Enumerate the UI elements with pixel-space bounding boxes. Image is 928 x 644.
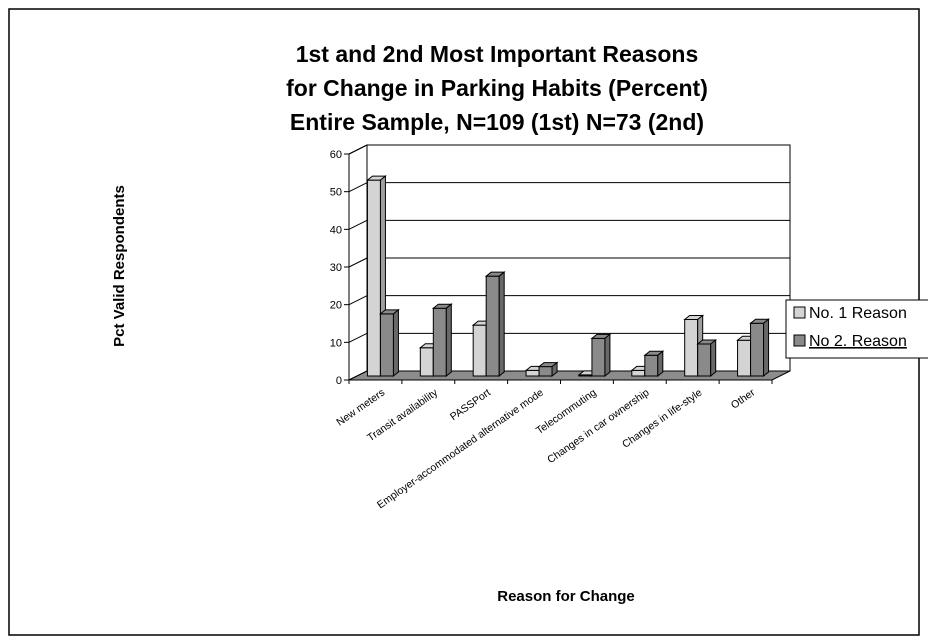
y-tick-label: 60	[330, 149, 342, 161]
bar-side-no2	[392, 308, 399, 378]
gridline-side	[348, 144, 368, 155]
chart-title-line-2: for Change in Parking Habits (Percent)	[286, 75, 708, 101]
legend-swatch-no1	[793, 306, 806, 319]
legend-box	[785, 299, 928, 359]
y-tick-label: 20	[330, 300, 342, 312]
bar-side-no2	[445, 303, 452, 378]
bar-front-no2	[750, 322, 765, 377]
gridline-side	[348, 295, 368, 306]
y-axis-title: Pct Valid Respondents	[111, 185, 128, 347]
bar-front-no1	[472, 324, 487, 377]
bar-side-no2	[710, 338, 717, 378]
gridline-side	[348, 182, 368, 193]
bar-side-no2	[763, 318, 770, 378]
y-tick-label: 40	[330, 224, 342, 236]
y-tick-label: 30	[330, 262, 342, 274]
bar-front-no2	[591, 337, 606, 377]
bar-front-no1	[737, 339, 752, 377]
bar-front-no2	[697, 343, 712, 377]
legend-label-no1: No. 1 Reason	[809, 305, 907, 322]
chart-title-line-3: Entire Sample, N=109 (1st) N=73 (2nd)	[290, 109, 704, 135]
bar-front-no1	[631, 369, 646, 377]
gridline-side	[348, 219, 368, 230]
bar-front-no1	[525, 369, 540, 377]
legend-swatch-no2	[793, 334, 806, 347]
gridline-side	[348, 332, 368, 343]
x-category-label: Other	[729, 386, 758, 411]
legend-label-no2: No 2. Reason	[809, 333, 907, 350]
bar-front-no1	[366, 179, 381, 377]
bar-front-no2	[432, 307, 447, 377]
bar-side-no2	[551, 361, 558, 378]
plot-floor	[348, 370, 791, 381]
y-tick-label: 10	[330, 337, 342, 349]
x-category-label: Changes in car ownership	[545, 387, 651, 467]
x-category-label: PASSPort	[448, 387, 493, 424]
bar-front-no2	[538, 366, 553, 377]
bar-front-no2	[485, 275, 500, 377]
x-category-label: New meters	[334, 387, 387, 429]
gridline-side	[348, 257, 368, 268]
x-axis-title: Reason for Change	[497, 588, 635, 605]
bar-front-no2	[379, 313, 394, 377]
bar-side-no2	[498, 271, 505, 378]
legend: No. 1 Reason No 2. Reason	[785, 299, 928, 359]
bar-front-no1	[684, 319, 699, 377]
y-tick-label: 0	[336, 375, 342, 387]
bar-side-no2	[657, 350, 664, 378]
bar-front-no2	[644, 354, 659, 377]
bar-front-no1	[419, 347, 434, 377]
chart-title-line-1: 1st and 2nd Most Important Reasons	[296, 41, 699, 67]
bar-side-no2	[604, 333, 611, 378]
y-tick-label: 50	[330, 187, 342, 199]
